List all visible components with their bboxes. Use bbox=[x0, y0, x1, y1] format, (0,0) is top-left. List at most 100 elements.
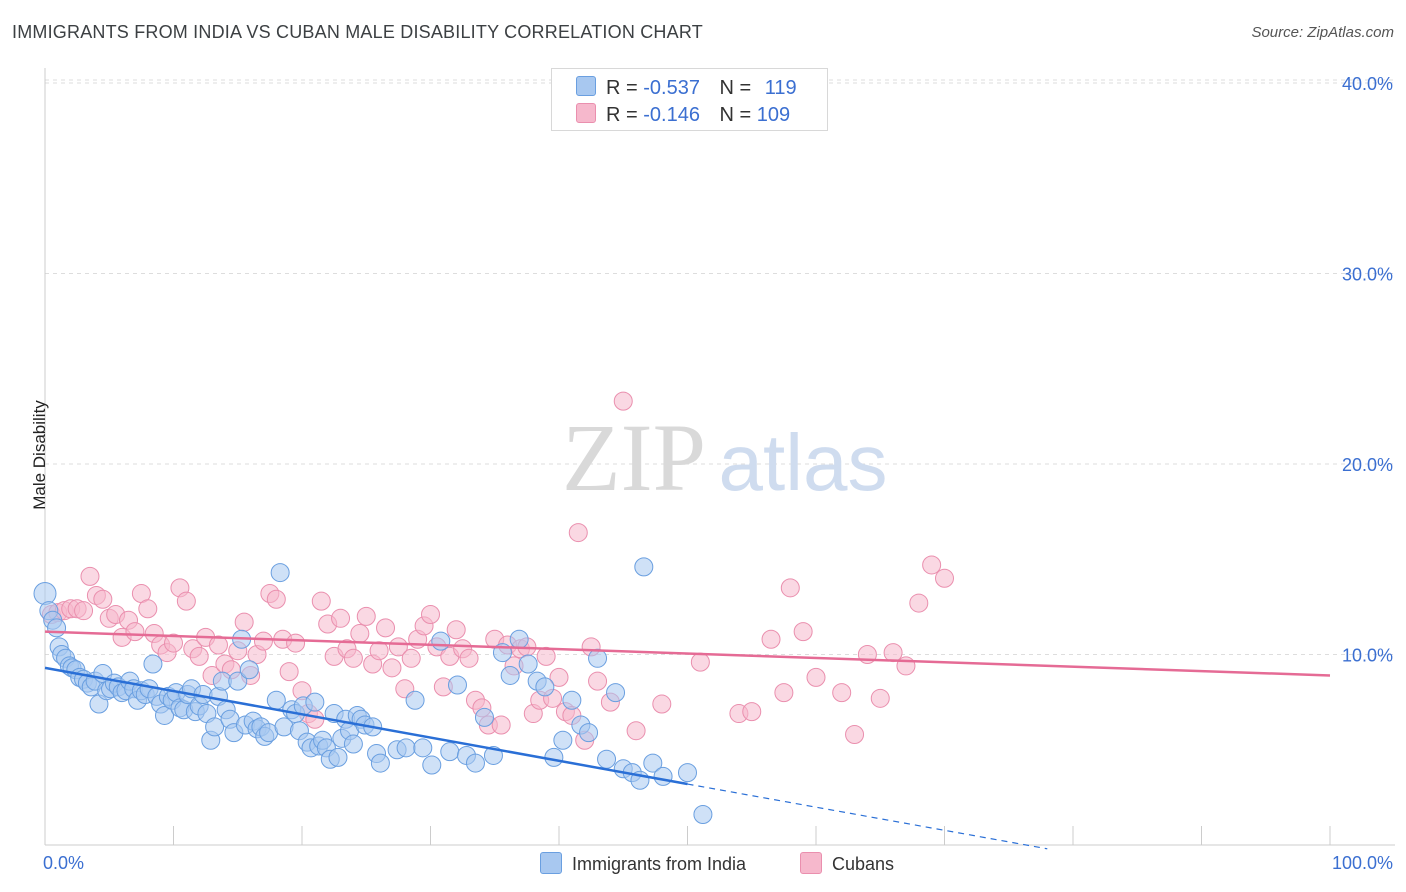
india-point bbox=[405, 690, 425, 710]
cubans-swatch bbox=[800, 852, 822, 874]
cubans-point bbox=[832, 683, 852, 703]
cubans-point bbox=[164, 633, 183, 653]
cubans-point bbox=[845, 725, 865, 745]
cubans-point bbox=[279, 662, 299, 682]
cubans-point bbox=[883, 643, 903, 663]
cubans-point bbox=[780, 578, 800, 598]
cubans-point bbox=[774, 683, 794, 703]
legend-label-india: Immigrants from India bbox=[572, 854, 747, 874]
india-point bbox=[266, 690, 286, 710]
watermark-atlas: atlas bbox=[719, 418, 888, 507]
cubans-point bbox=[93, 589, 113, 609]
india-n-value: 119 bbox=[764, 77, 797, 99]
cubans-point bbox=[369, 641, 389, 661]
india-point bbox=[544, 747, 564, 767]
watermark-zip: ZIP bbox=[562, 404, 706, 511]
cubans-point bbox=[793, 622, 813, 642]
india-point bbox=[228, 671, 248, 691]
cubans-point bbox=[549, 667, 569, 687]
cubans-point bbox=[350, 624, 370, 644]
axis-labels: 10.0% 20.0% 30.0% 40.0% 0.0% 100.0% bbox=[43, 74, 1393, 873]
r-label: R = bbox=[606, 77, 638, 99]
india-point bbox=[500, 665, 520, 685]
grid-layer bbox=[45, 79, 1395, 655]
cubans-point bbox=[138, 599, 158, 619]
y-axis-label: Male Disability bbox=[30, 400, 49, 510]
cubans-point bbox=[401, 648, 421, 668]
india-point bbox=[370, 753, 390, 773]
india-point bbox=[440, 742, 460, 762]
india-point bbox=[305, 692, 325, 712]
cubans-point bbox=[376, 618, 396, 638]
cubans-point bbox=[343, 648, 363, 668]
india-point bbox=[606, 683, 626, 703]
cubans-swatch bbox=[576, 103, 596, 123]
india-point bbox=[239, 660, 259, 680]
legend-row-cubans: R = -0.146 N = 109 bbox=[576, 103, 790, 127]
india-point bbox=[518, 654, 538, 674]
y-tick-label: 30.0% bbox=[1342, 265, 1393, 285]
cubans-point bbox=[870, 688, 890, 708]
cubans-point bbox=[266, 589, 286, 609]
india-point bbox=[396, 738, 416, 758]
india-point bbox=[509, 629, 529, 649]
india-point bbox=[422, 755, 442, 775]
cubans-point bbox=[909, 593, 929, 613]
india-point bbox=[47, 618, 67, 638]
cubans-point bbox=[421, 604, 440, 624]
cubans-point bbox=[626, 721, 646, 741]
axis-layer bbox=[44, 68, 1395, 846]
cubans-r-value: -0.146 bbox=[643, 104, 700, 126]
cubans-point bbox=[922, 555, 942, 575]
watermark: ZIP atlas bbox=[562, 404, 887, 511]
cubans-point bbox=[459, 648, 479, 668]
india-point bbox=[643, 753, 663, 773]
india-point bbox=[474, 707, 494, 727]
cubans-point bbox=[742, 702, 762, 722]
india-point bbox=[579, 723, 599, 743]
cubans-point bbox=[806, 667, 826, 687]
india-point bbox=[33, 582, 57, 606]
cubans-point bbox=[652, 694, 672, 714]
cubans-point bbox=[536, 646, 556, 666]
source-label: Source: ZipAtlas.com bbox=[1251, 24, 1394, 41]
india-point bbox=[597, 749, 617, 769]
india-points bbox=[33, 557, 713, 825]
cubans-point bbox=[208, 635, 228, 655]
india-point bbox=[465, 753, 485, 773]
cubans-point bbox=[125, 622, 145, 642]
cubans-point bbox=[253, 631, 273, 651]
n-label: N = bbox=[719, 104, 752, 126]
india-point bbox=[634, 557, 654, 577]
india-point bbox=[270, 563, 290, 583]
india-point bbox=[328, 747, 348, 767]
n-label: N = bbox=[719, 77, 752, 99]
india-swatch bbox=[576, 76, 596, 96]
chart-title: IMMIGRANTS FROM INDIA VS CUBAN MALE DISA… bbox=[12, 22, 703, 42]
cubans-point bbox=[286, 633, 306, 653]
cubans-point bbox=[588, 671, 608, 691]
cubans-point bbox=[491, 715, 511, 735]
cubans-n-value: 109 bbox=[756, 104, 791, 126]
india-point bbox=[447, 675, 467, 695]
cubans-point bbox=[74, 601, 94, 621]
cubans-point bbox=[189, 646, 209, 666]
y-tick-label: 20.0% bbox=[1342, 455, 1393, 475]
cubans-point bbox=[234, 612, 254, 632]
legend-item-india[interactable]: Immigrants from India bbox=[540, 852, 746, 875]
cubans-trend-line bbox=[44, 630, 1331, 677]
cubans-point bbox=[80, 566, 100, 586]
india-r-value: -0.537 bbox=[643, 77, 700, 99]
india-trend-line bbox=[44, 666, 688, 786]
legend-item-cubans[interactable]: Cubans bbox=[800, 852, 894, 875]
cubans-point bbox=[613, 391, 633, 411]
cubans-point bbox=[690, 652, 710, 672]
cubans-point bbox=[356, 606, 376, 626]
cubans-point bbox=[446, 620, 466, 640]
india-point bbox=[155, 705, 175, 725]
legend-label-cubans: Cubans bbox=[832, 854, 895, 874]
cubans-point bbox=[935, 568, 954, 588]
legend-row-india: R = -0.537 N = 119 bbox=[576, 76, 797, 100]
india-point bbox=[343, 734, 363, 754]
